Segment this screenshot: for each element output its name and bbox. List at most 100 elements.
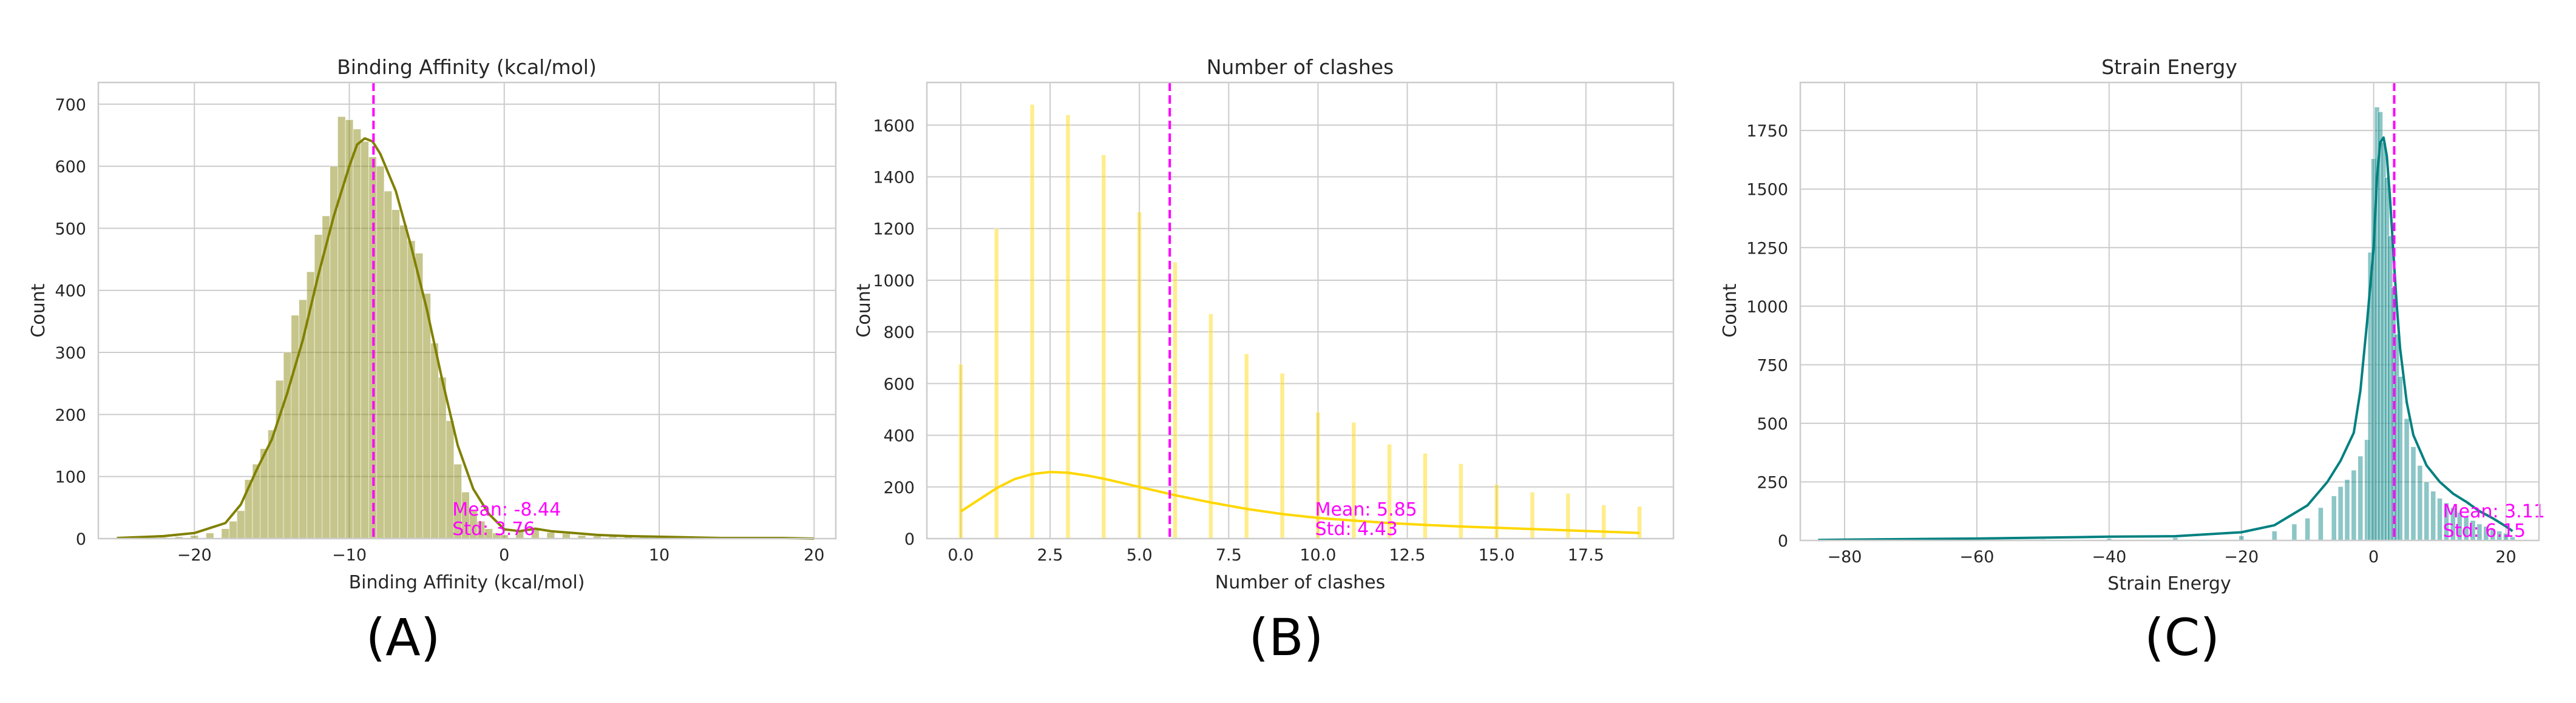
histogram-bar: [2318, 507, 2323, 541]
x-tick-label: 15.0: [1479, 546, 1515, 565]
x-tick-label: 10.0: [1300, 546, 1336, 565]
x-axis-label: Number of clashes: [1215, 572, 1385, 593]
histogram-bar: [353, 129, 361, 539]
histogram-bar: [399, 225, 408, 539]
x-tick-label: 12.5: [1389, 546, 1425, 565]
mean-annotation: Mean: 3.11: [2443, 501, 2545, 522]
chart-title: Number of clashes: [1207, 55, 1394, 79]
tick-labels: 0.0 2.5 5.0 7.5 10.0 12.5 15.0 17.5 0 200 400 600 80…: [873, 116, 1604, 565]
x-tick-label: 17.5: [1568, 546, 1604, 565]
y-tick-label: 0: [1778, 532, 1788, 551]
y-tick-label: 1200: [873, 220, 915, 239]
y-tick-label: 800: [883, 323, 915, 342]
histogram-bar: [2271, 531, 2277, 541]
y-tick-label: 500: [1757, 415, 1788, 434]
histogram-bar: [391, 209, 400, 539]
grid: [927, 82, 1673, 539]
y-axis-label: Count: [28, 283, 49, 337]
x-tick-label: −80: [1828, 548, 1862, 567]
y-tick-label: 700: [55, 96, 86, 115]
y-tick-label: 600: [883, 375, 915, 394]
histogram-bar: [1137, 211, 1142, 539]
y-tick-label: 1400: [873, 169, 915, 187]
histogram-bar: [221, 528, 229, 539]
histogram-bar: [994, 228, 999, 539]
histogram-bars: [112, 116, 818, 539]
y-tick-label: 300: [55, 344, 86, 363]
histogram-bar: [430, 343, 439, 539]
x-tick-label: −10: [332, 546, 367, 565]
x-tick-label: 7.5: [1216, 546, 1242, 565]
histogram-bar: [2397, 376, 2403, 541]
y-tick-label: 600: [55, 158, 86, 177]
histogram-bar: [407, 240, 416, 539]
x-tick-label: 10: [649, 546, 669, 565]
histogram-bar: [958, 364, 963, 539]
histogram-bar: [438, 377, 447, 539]
histogram-bar: [2344, 479, 2350, 541]
y-tick-label: 0: [76, 530, 86, 549]
plot-frame: [1799, 81, 2540, 542]
std-annotation: Std: 3.76: [452, 519, 535, 540]
histogram-bar: [229, 521, 237, 539]
histogram-bar: [1065, 114, 1071, 539]
histogram-bar: [322, 215, 330, 539]
histogram-bar: [1173, 261, 1178, 539]
y-tick-label: 1600: [873, 116, 915, 135]
tick-labels: −80 −60 −40 −20 0 20 0 250 500 750 1000 1250 1500 175…: [1746, 122, 2516, 567]
histogram-bar: [291, 315, 299, 539]
y-tick-label: 1000: [1746, 298, 1788, 317]
plot-frame: [97, 81, 837, 540]
kde-curves: [960, 471, 1640, 534]
y-tick-label: 200: [883, 479, 915, 497]
histogram-bar: [1565, 493, 1571, 539]
chart-title: Strain Energy: [2101, 55, 2237, 79]
y-tick-label: 100: [55, 468, 86, 487]
histogram-bar: [1494, 484, 1499, 539]
histogram-bar: [2305, 518, 2311, 541]
chart-title: Binding Affinity (kcal/mol): [337, 55, 597, 79]
x-tick-label: 5.0: [1127, 546, 1153, 565]
plot-area: [98, 82, 836, 539]
x-tick-label: −20: [2224, 548, 2259, 567]
x-tick-label: 0.0: [947, 546, 974, 565]
kde-curve: [1818, 136, 2513, 542]
x-tick-label: 20: [2495, 548, 2516, 567]
histogram-bar: [415, 253, 424, 539]
y-tick-label: 400: [55, 282, 86, 301]
histogram-bar: [2424, 482, 2430, 541]
histogram-bar: [1601, 505, 1607, 539]
y-tick-label: 500: [55, 220, 86, 238]
histogram-bar: [206, 533, 214, 539]
kde-curve: [117, 137, 815, 540]
std-annotation: Std: 4.43: [1315, 519, 1398, 540]
panel-caption: (C): [2144, 608, 2220, 667]
histogram-bar: [2410, 446, 2416, 541]
panel-caption: (B): [1249, 608, 1323, 667]
y-tick-label: 750: [1757, 356, 1788, 375]
panel-caption: (A): [365, 608, 440, 667]
histogram-bar: [2417, 465, 2423, 541]
y-tick-label: 250: [1757, 473, 1788, 492]
plot-frame: [926, 81, 1675, 540]
x-tick-label: −40: [2092, 548, 2126, 567]
std-annotation: Std: 6.15: [2443, 520, 2526, 542]
x-tick-label: −20: [177, 546, 212, 565]
histogram-bar: [237, 510, 245, 539]
kde-curves: [1818, 136, 2513, 542]
mean-annotation: Mean: -8.44: [452, 499, 561, 520]
y-tick-label: 1250: [1746, 239, 1788, 258]
histogram-bar: [1101, 154, 1107, 539]
x-tick-label: 0: [2368, 548, 2379, 567]
x-tick-label: 0: [499, 546, 509, 565]
x-tick-label: −60: [1959, 548, 1994, 567]
y-tick-label: 0: [904, 530, 915, 549]
x-axis-label: Strain Energy: [2107, 573, 2231, 594]
plot-area: [1800, 82, 2539, 540]
histogram-bar: [2351, 469, 2357, 541]
y-tick-label: 1000: [873, 272, 915, 291]
y-axis-label: Count: [1720, 283, 1741, 337]
histogram-bar: [546, 532, 555, 539]
